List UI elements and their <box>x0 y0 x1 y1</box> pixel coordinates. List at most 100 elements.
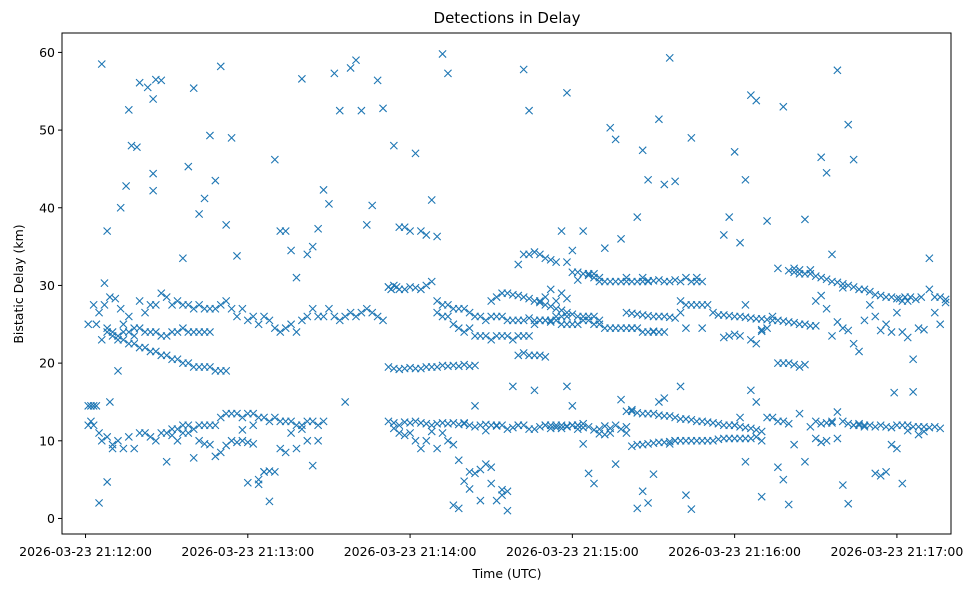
data-point-x-marker <box>243 438 252 447</box>
data-point-x-marker <box>92 320 101 329</box>
data-point-x-marker <box>633 504 642 513</box>
data-point-x-marker <box>925 254 934 263</box>
data-point-x-marker <box>319 312 328 321</box>
data-point-x-marker <box>546 255 555 264</box>
data-point-x-marker <box>443 300 452 309</box>
data-point-x-marker <box>341 397 350 406</box>
data-point-x-marker <box>373 76 382 85</box>
data-point-x-marker <box>822 168 831 177</box>
data-point-x-marker <box>108 444 117 453</box>
data-point-x-marker <box>665 53 674 62</box>
data-point-x-marker <box>941 295 950 304</box>
data-point-x-marker <box>189 453 198 462</box>
data-point-x-marker <box>890 388 899 397</box>
data-point-x-marker <box>849 339 858 348</box>
data-point-x-marker <box>238 413 247 422</box>
data-point-x-marker <box>611 460 620 469</box>
data-point-x-marker <box>270 155 279 164</box>
data-point-x-marker <box>730 421 739 430</box>
data-point-x-marker <box>584 422 593 431</box>
data-point-x-marker <box>184 359 193 368</box>
data-point-x-marker <box>552 258 561 267</box>
data-point-x-marker <box>487 296 496 305</box>
y-tick-label: 40 <box>39 200 55 215</box>
data-point-x-marker <box>530 386 539 395</box>
data-point-x-marker <box>113 436 122 445</box>
data-point-x-marker <box>860 316 869 325</box>
data-point-x-marker <box>676 382 685 391</box>
data-point-x-marker <box>703 300 712 309</box>
data-point-x-marker <box>151 347 160 356</box>
data-point-x-marker <box>89 401 98 410</box>
data-point-x-marker <box>681 491 690 500</box>
data-point-x-marker <box>178 254 187 263</box>
data-point-x-marker <box>411 283 420 292</box>
data-point-x-marker <box>530 320 539 329</box>
data-point-x-marker <box>127 141 136 150</box>
data-point-x-marker <box>162 293 171 302</box>
data-point-x-marker <box>773 264 782 273</box>
data-point-x-marker <box>541 254 550 263</box>
data-point-x-marker <box>232 251 241 260</box>
data-point-x-marker <box>914 430 923 439</box>
data-point-x-marker <box>779 475 788 484</box>
data-point-x-marker <box>265 316 274 325</box>
data-point-x-marker <box>352 312 360 321</box>
data-point-x-marker <box>752 432 761 441</box>
data-point-x-marker <box>297 425 306 434</box>
data-point-x-marker <box>654 276 663 284</box>
data-point-x-marker <box>698 277 707 286</box>
data-point-x-marker <box>698 324 707 333</box>
data-point-x-marker <box>243 478 252 487</box>
data-point-x-marker <box>719 230 728 239</box>
data-point-x-marker <box>143 83 152 92</box>
data-point-x-marker <box>535 296 544 305</box>
data-point-x-marker <box>590 479 598 488</box>
data-point-x-marker <box>395 421 404 430</box>
data-point-x-marker <box>654 397 663 406</box>
data-point-x-marker <box>833 317 842 326</box>
data-point-x-marker <box>530 425 539 434</box>
data-point-x-marker <box>243 316 252 325</box>
data-point-x-marker <box>936 424 945 433</box>
data-point-x-marker <box>741 175 750 184</box>
data-point-x-marker <box>882 320 891 329</box>
plot-area <box>61 32 952 535</box>
data-point-x-marker <box>595 277 604 286</box>
data-point-x-marker <box>811 434 820 443</box>
data-point-x-marker <box>149 95 158 104</box>
data-point-x-marker <box>790 440 799 449</box>
data-point-x-marker <box>303 312 312 321</box>
data-point-x-marker <box>936 320 945 329</box>
data-point-x-marker <box>173 328 182 337</box>
data-point-x-marker <box>105 397 114 406</box>
data-point-x-marker <box>151 300 160 309</box>
data-point-x-marker <box>297 316 306 325</box>
data-point-x-marker <box>508 382 517 391</box>
x-tick-label: 2026-03-23 21:13:00 <box>181 544 314 559</box>
data-point-x-marker <box>568 310 577 319</box>
data-points <box>84 49 950 515</box>
data-point-x-marker <box>314 436 323 445</box>
data-point-x-marker <box>573 421 582 430</box>
data-point-x-marker <box>227 436 236 445</box>
data-point-x-marker <box>779 417 788 426</box>
data-point-x-marker <box>476 312 485 321</box>
data-point-x-marker <box>384 363 393 371</box>
data-point-x-marker <box>660 328 669 337</box>
data-point-x-marker <box>151 436 160 445</box>
data-point-x-marker <box>184 300 193 309</box>
data-point-x-marker <box>400 285 409 294</box>
data-point-x-marker <box>671 177 680 186</box>
data-point-x-marker <box>638 273 647 282</box>
data-point-x-marker <box>384 417 393 426</box>
data-point-x-marker <box>590 312 598 321</box>
data-point-x-marker <box>173 425 182 434</box>
data-point-x-marker <box>546 285 555 294</box>
data-point-x-marker <box>849 283 858 291</box>
data-point-x-marker <box>162 429 171 438</box>
data-point-x-marker <box>600 244 609 253</box>
data-point-x-marker <box>460 328 469 337</box>
data-point-x-marker <box>833 434 842 443</box>
data-point-x-marker <box>557 227 566 236</box>
